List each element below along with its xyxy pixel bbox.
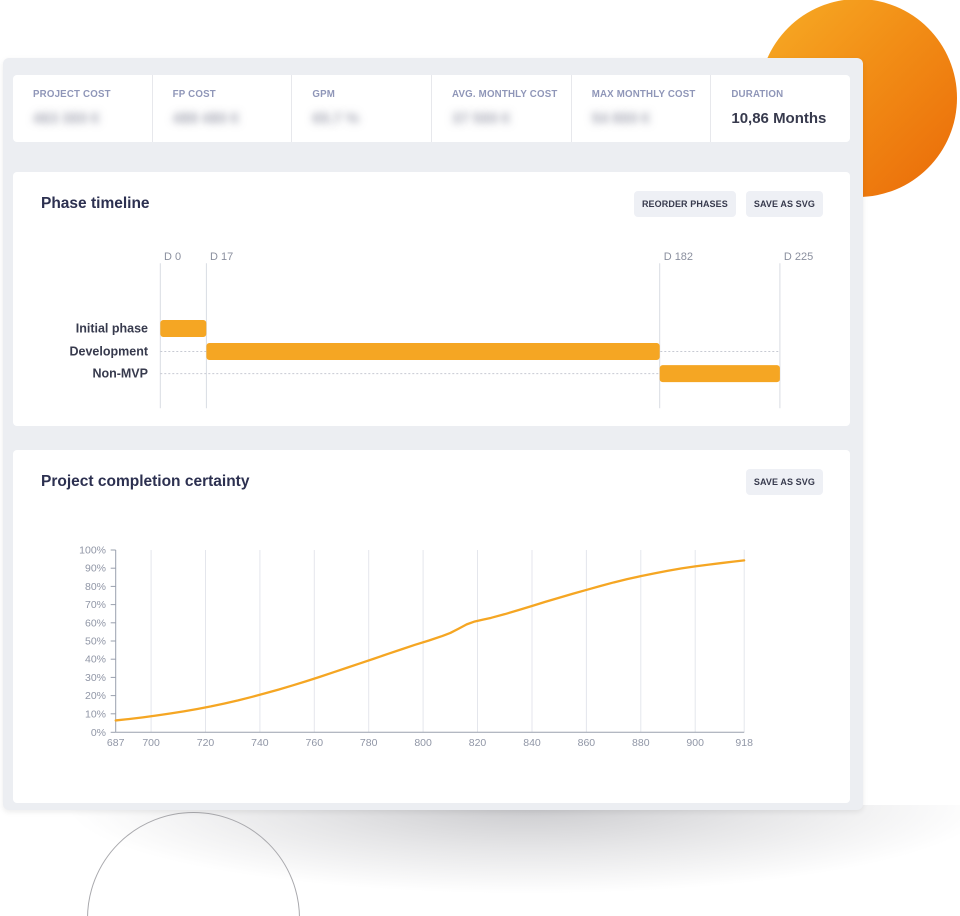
svg-text:840: 840 — [523, 737, 541, 749]
svg-text:90%: 90% — [85, 563, 106, 575]
svg-text:50%: 50% — [85, 636, 106, 648]
svg-text:10%: 10% — [85, 708, 106, 720]
svg-text:820: 820 — [469, 737, 487, 749]
svg-text:700: 700 — [142, 737, 160, 749]
svg-text:Non-MVP: Non-MVP — [92, 367, 148, 381]
svg-text:30%: 30% — [85, 672, 106, 684]
svg-text:880: 880 — [632, 737, 650, 749]
svg-text:900: 900 — [686, 737, 704, 749]
svg-text:800: 800 — [414, 737, 432, 749]
svg-text:780: 780 — [360, 737, 378, 749]
svg-text:70%: 70% — [85, 599, 106, 611]
svg-text:Development: Development — [70, 345, 149, 359]
svg-text:D 17: D 17 — [210, 251, 233, 263]
svg-text:60%: 60% — [85, 617, 106, 629]
svg-text:860: 860 — [578, 737, 596, 749]
svg-text:20%: 20% — [85, 690, 106, 702]
svg-text:D 225: D 225 — [784, 251, 813, 263]
svg-text:Initial phase: Initial phase — [76, 322, 148, 336]
svg-text:0%: 0% — [91, 727, 106, 739]
svg-text:80%: 80% — [85, 581, 106, 593]
svg-text:740: 740 — [251, 737, 269, 749]
svg-text:720: 720 — [197, 737, 215, 749]
svg-text:D 182: D 182 — [664, 251, 693, 263]
svg-text:40%: 40% — [85, 654, 106, 666]
svg-text:918: 918 — [735, 737, 753, 749]
svg-text:100%: 100% — [79, 545, 106, 557]
svg-text:687: 687 — [107, 737, 125, 749]
svg-text:760: 760 — [306, 737, 324, 749]
svg-text:D 0: D 0 — [164, 251, 181, 263]
